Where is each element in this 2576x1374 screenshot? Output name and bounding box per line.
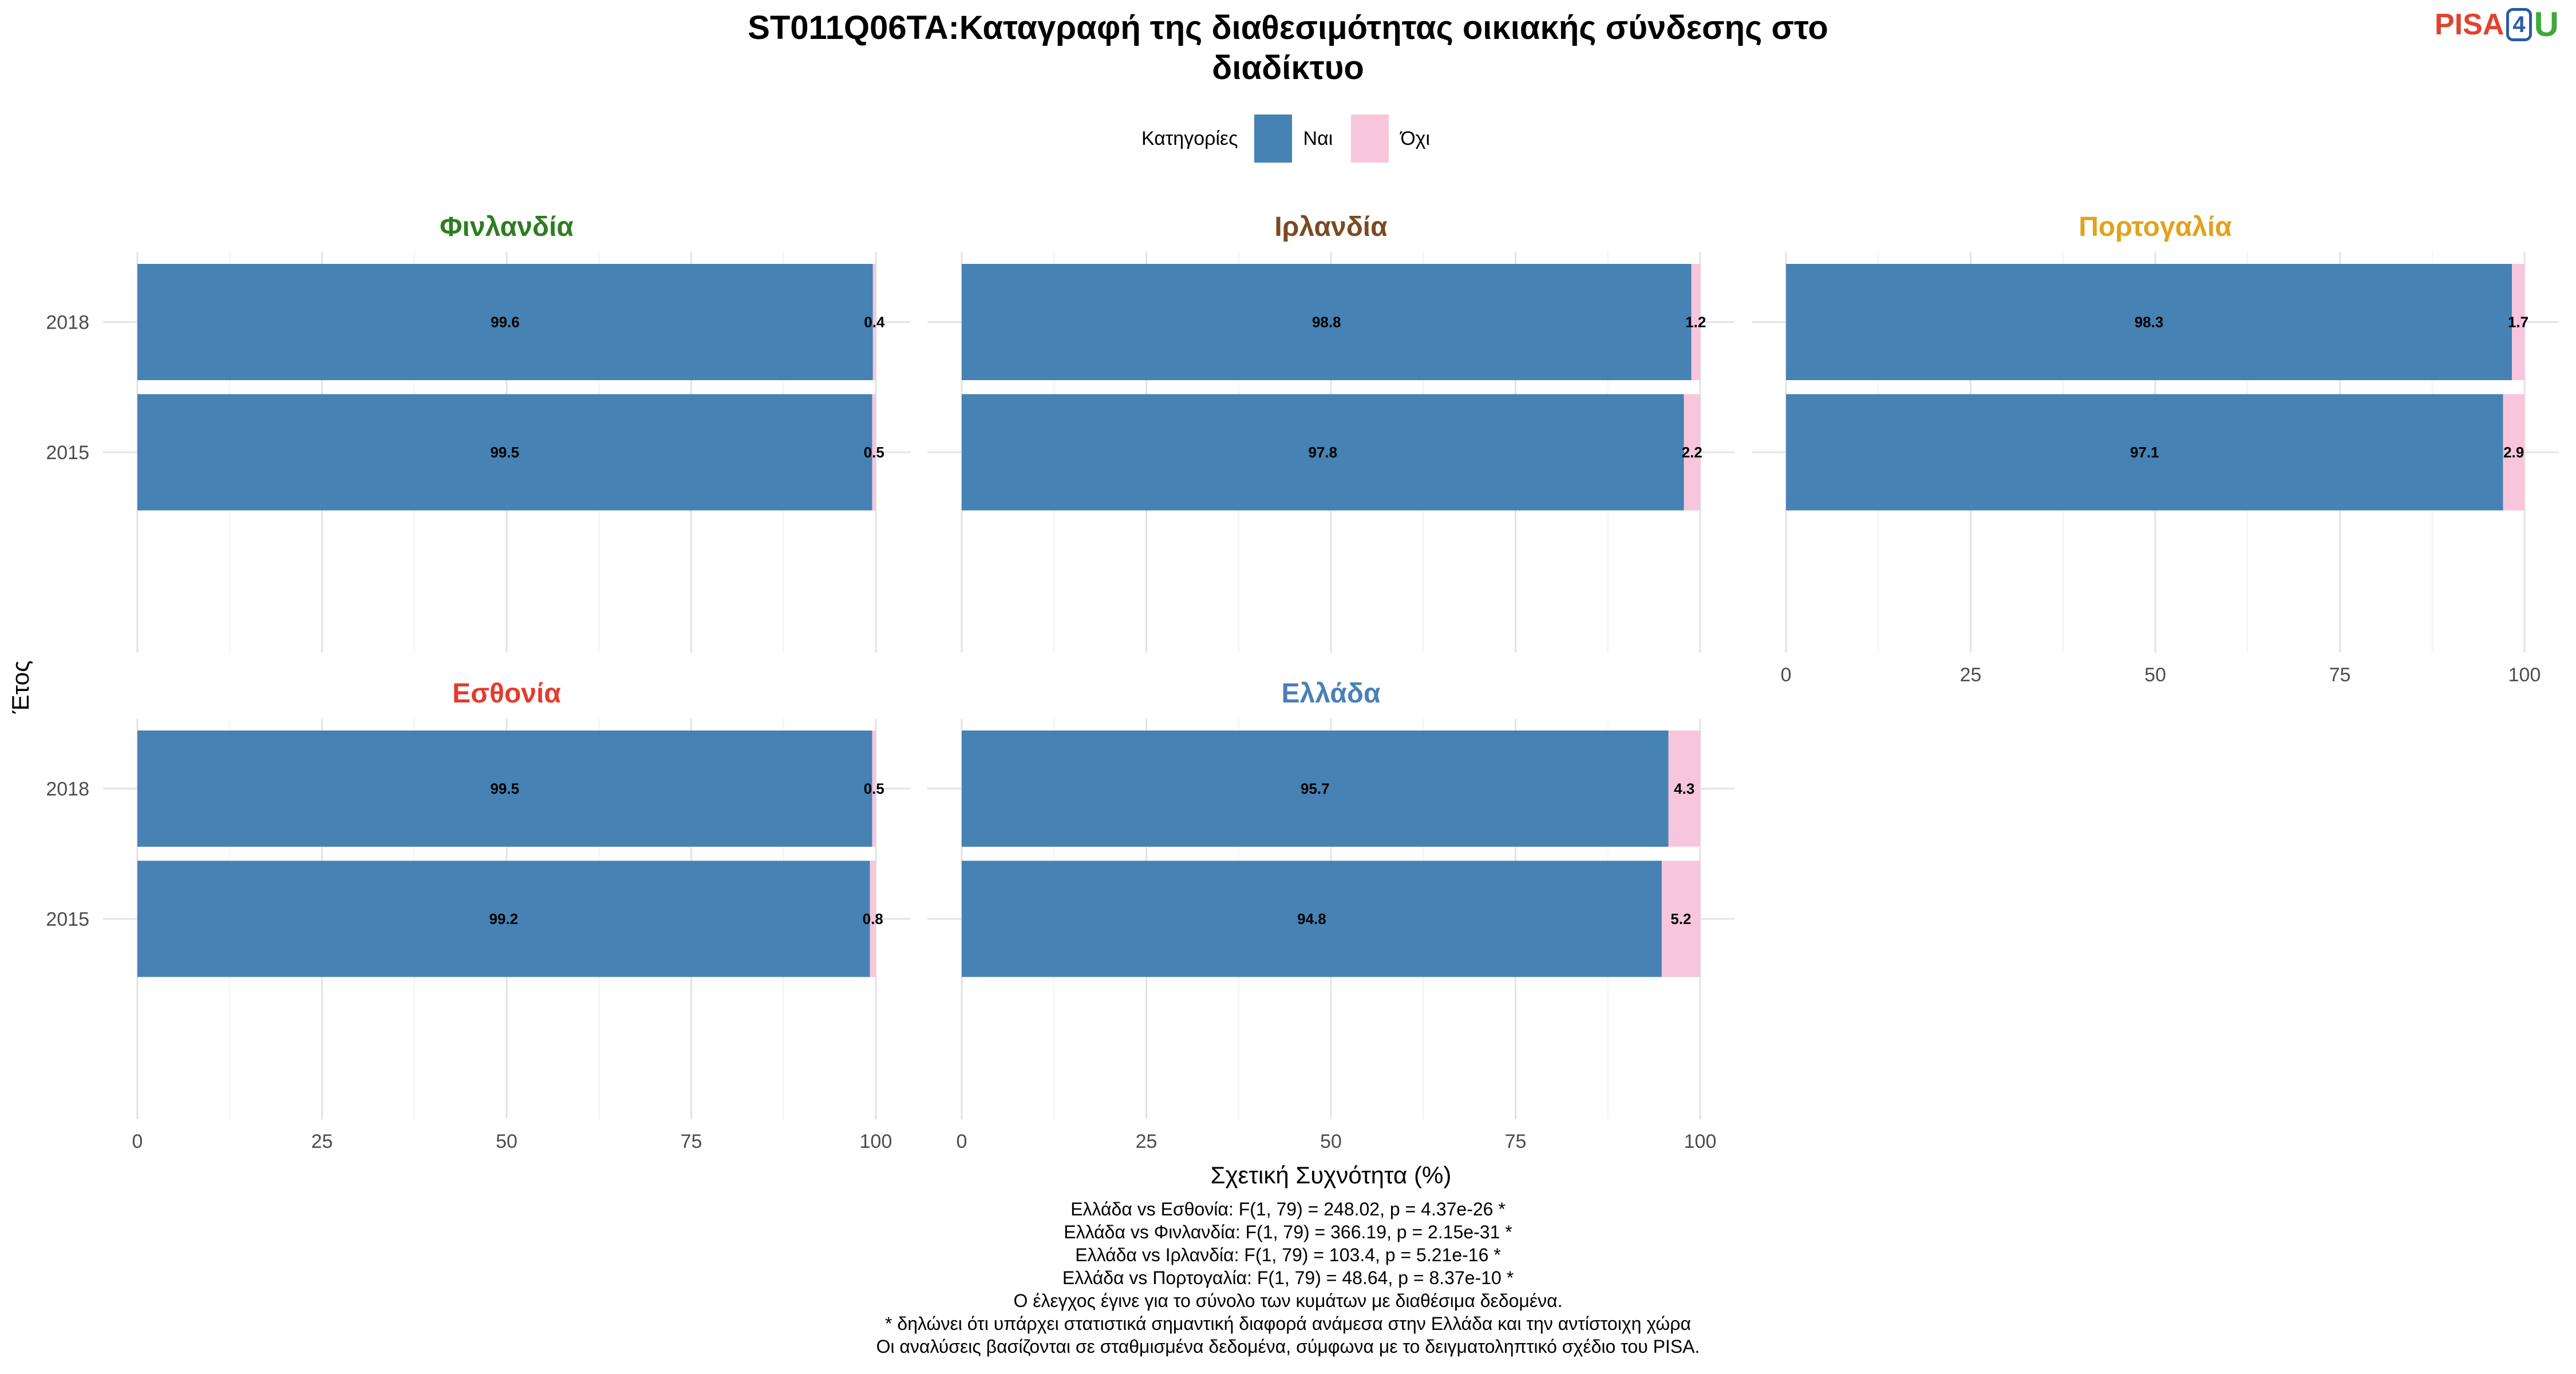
logo-text-pisa: PISA [2435, 7, 2504, 41]
x-tick-label: 100 [1684, 1131, 1717, 1152]
footnote-line: Ελλάδα vs Πορτογαλία: F(1, 79) = 48.64, … [1062, 1268, 1514, 1288]
x-tick-label: 75 [681, 1131, 702, 1152]
legend-label-yes: Ναι [1303, 127, 1333, 149]
panel-title: Πορτογαλία [2079, 212, 2232, 242]
bar-yes [962, 731, 1669, 847]
bar-yes [962, 394, 1684, 511]
legend-key-yes [1254, 114, 1292, 163]
x-tick-label: 75 [1505, 1131, 1527, 1152]
bar-no [872, 731, 876, 847]
panel-title: Ιρλανδία [1274, 212, 1388, 242]
footnote-line: * δηλώνει ότι υπάρχει στατιστικά σημαντι… [885, 1313, 1691, 1334]
data-label-yes: 99.6 [491, 314, 520, 331]
x-tick-label: 100 [860, 1131, 892, 1152]
x-tick-label: 25 [311, 1131, 333, 1152]
x-tick-label: 0 [132, 1131, 143, 1152]
y-tick-label: 2018 [46, 312, 89, 334]
bar-no [2512, 264, 2524, 380]
legend-title: Κατηγορίες [1141, 127, 1238, 149]
data-label-no: 1.2 [1685, 314, 1706, 331]
x-tick-label: 0 [1781, 664, 1792, 686]
footnote-line: Οι αναλύσεις βασίζονται σε σταθμισμένα δ… [876, 1336, 1700, 1357]
x-tick-label: 75 [2329, 664, 2351, 686]
bar-no [1684, 394, 1700, 511]
data-label-no: 5.2 [1670, 910, 1691, 927]
data-label-yes: 97.8 [1309, 444, 1338, 461]
chart-title-line-1: ST011Q06TA:Καταγραφή της διαθεσιμότητας … [748, 9, 1828, 46]
footnote-line: Ο έλεγχος έγινε για το σύνολο των κυμάτω… [1013, 1290, 1563, 1311]
data-label-no: 0.4 [864, 314, 885, 331]
bar-no [870, 860, 876, 977]
footnote-line: Ελλάδα vs Εσθονία: F(1, 79) = 248.02, p … [1070, 1199, 1506, 1219]
bar-no [2503, 394, 2524, 511]
chart-title: ST011Q06TA:Καταγραφή της διαθεσιμότητας … [0, 8, 2576, 88]
chart-legend: Κατηγορίες Ναι Όχι [0, 114, 2576, 163]
x-tick-label: 0 [957, 1131, 967, 1152]
legend-key-no [1351, 114, 1389, 163]
data-label-yes: 99.2 [489, 910, 519, 927]
footnote-line: Ελλάδα vs Φινλανδία: F(1, 79) = 366.19, … [1064, 1222, 1512, 1242]
panel-title: Ελλάδα [1282, 678, 1381, 709]
footnotes: Ελλάδα vs Εσθονία: F(1, 79) = 248.02, p … [0, 1198, 2576, 1358]
legend-label-no: Όχι [1400, 127, 1431, 149]
x-tick-label: 50 [496, 1131, 517, 1152]
data-label-no: 2.9 [2503, 444, 2524, 461]
x-tick-label: 25 [1960, 664, 1982, 686]
bar-yes [962, 860, 1662, 977]
bar-yes [1786, 394, 2503, 511]
bar-yes [137, 860, 870, 977]
data-label-yes: 98.3 [2135, 314, 2164, 331]
data-label-yes: 98.8 [1312, 314, 1341, 331]
bar-no [1668, 731, 1700, 847]
data-label-no: 1.7 [2508, 314, 2528, 331]
x-tick-label: 50 [1320, 1131, 1342, 1152]
data-label-yes: 99.5 [490, 780, 519, 797]
y-tick-label: 2018 [46, 779, 89, 800]
panel-title: Φινλανδία [440, 212, 574, 242]
bar-no [1691, 264, 1700, 380]
bar-yes [137, 264, 873, 380]
bar-no [872, 264, 876, 380]
data-label-no: 4.3 [1674, 780, 1694, 797]
data-label-yes: 94.8 [1297, 910, 1326, 927]
data-label-no: 0.8 [863, 910, 883, 927]
y-tick-label: 2015 [46, 442, 89, 464]
data-label-yes: 95.7 [1301, 780, 1330, 797]
data-label-yes: 97.1 [2130, 444, 2159, 461]
logo-text-u: U [2534, 5, 2559, 44]
x-axis-title: Σχετική Συχνότητα (%) [1211, 1162, 1452, 1189]
bar-no [872, 394, 876, 511]
data-label-yes: 99.5 [490, 444, 519, 461]
y-tick-label: 2015 [46, 909, 89, 930]
bar-yes [137, 394, 872, 511]
bar-no [1661, 860, 1700, 977]
logo-text-4: 4 [2506, 7, 2532, 41]
footnote-line: Ελλάδα vs Ιρλανδία: F(1, 79) = 103.4, p … [1075, 1245, 1501, 1265]
data-label-no: 0.5 [864, 780, 884, 797]
data-label-no: 0.5 [864, 444, 884, 461]
x-tick-label: 100 [2508, 664, 2541, 686]
bar-yes [137, 731, 872, 847]
bar-yes [962, 264, 1692, 380]
x-tick-label: 50 [2144, 664, 2166, 686]
data-label-no: 2.2 [1682, 444, 1702, 461]
chart-title-line-2: διαδίκτυο [1212, 49, 1364, 86]
panel-title: Εσθονία [452, 678, 561, 709]
bar-yes [1786, 264, 2512, 380]
x-tick-label: 25 [1136, 1131, 1157, 1152]
pisa4u-logo: PISA 4 U [2435, 5, 2559, 44]
y-axis-title: Έτος [7, 661, 34, 714]
